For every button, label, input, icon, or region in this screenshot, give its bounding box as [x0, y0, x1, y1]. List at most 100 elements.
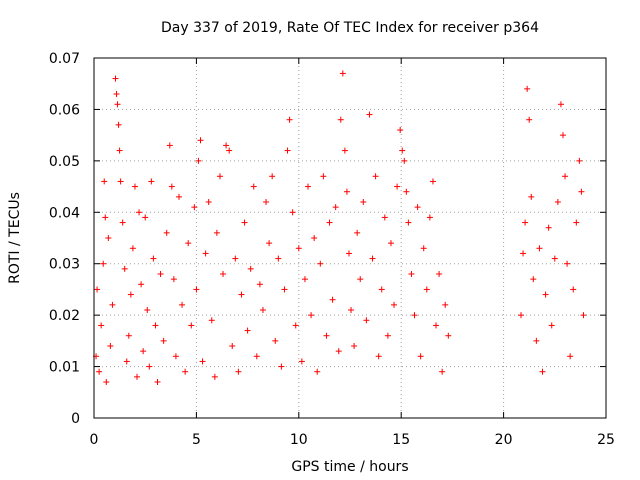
y-tick-labels: 0 0.01 0.02 0.03 0.04 0.05 0.06 0.07	[49, 51, 80, 427]
data-point	[193, 286, 200, 293]
data-point	[323, 332, 330, 339]
data-point	[557, 101, 564, 108]
data-point	[351, 343, 358, 349]
data-point	[101, 178, 108, 185]
data-point	[157, 271, 164, 277]
x-tick-label: 20	[495, 432, 513, 448]
data-point	[105, 235, 112, 241]
data-point	[348, 307, 355, 313]
data-point	[113, 91, 120, 97]
data-point	[397, 127, 404, 133]
data-point	[445, 332, 452, 339]
x-tick-labels: 0 5 10 15 20 25	[90, 432, 615, 448]
data-point	[528, 193, 535, 200]
data-point	[247, 265, 254, 272]
data-point	[191, 204, 198, 211]
y-tick-label: 0.03	[49, 257, 80, 273]
data-point	[197, 137, 204, 144]
data-point	[281, 286, 288, 293]
data-point	[381, 214, 388, 221]
data-point	[520, 250, 527, 257]
data-point	[548, 322, 555, 329]
data-point	[332, 204, 339, 211]
data-point	[150, 255, 157, 262]
data-point	[127, 291, 134, 298]
data-point	[417, 353, 424, 360]
data-point	[554, 199, 561, 205]
data-point	[337, 116, 344, 123]
data-point	[518, 312, 525, 319]
data-point	[168, 183, 175, 190]
data-point	[436, 271, 443, 277]
data-point	[354, 229, 361, 236]
data-point	[208, 317, 215, 324]
data-point	[244, 327, 251, 334]
data-point	[103, 379, 110, 385]
data-point	[125, 332, 132, 339]
data-point	[387, 240, 394, 247]
data-point	[363, 317, 370, 324]
data-point	[573, 219, 580, 226]
data-point	[339, 70, 346, 77]
data-point	[405, 219, 412, 226]
data-point	[343, 188, 350, 195]
data-point	[199, 358, 206, 365]
data-point	[172, 353, 179, 360]
data-point	[188, 322, 195, 329]
data-point	[295, 245, 302, 252]
data-point	[116, 147, 123, 154]
data-point	[426, 214, 433, 221]
data-point	[411, 312, 418, 319]
data-point	[394, 183, 401, 190]
data-point	[170, 276, 177, 283]
y-tick-label: 0.02	[49, 308, 80, 324]
data-point	[567, 353, 574, 360]
data-point	[146, 363, 153, 370]
data-point	[289, 209, 296, 216]
data-point	[401, 157, 408, 164]
data-point	[136, 209, 143, 216]
data-point	[408, 271, 415, 277]
data-point	[119, 219, 126, 226]
data-point	[102, 214, 109, 221]
data-point	[576, 157, 583, 164]
data-point	[160, 337, 167, 344]
data-point	[121, 265, 128, 272]
data-point	[526, 116, 533, 123]
data-point	[107, 343, 114, 349]
data-point	[182, 368, 189, 375]
data-point	[357, 276, 364, 283]
data-point	[375, 353, 382, 360]
y-tick-label: 0.06	[49, 102, 80, 118]
x-tick-label: 0	[90, 432, 99, 448]
data-point	[429, 178, 436, 185]
y-tick-label: 0.04	[49, 205, 80, 221]
data-point	[179, 301, 186, 308]
data-point	[94, 286, 101, 293]
x-tick-label: 25	[597, 432, 615, 448]
data-point	[142, 214, 149, 221]
data-point	[536, 245, 543, 252]
data-point	[195, 157, 202, 164]
data-point	[175, 193, 182, 200]
y-tick-label: 0.01	[49, 360, 80, 376]
data-point	[524, 85, 531, 92]
data-point	[100, 260, 107, 267]
data-point	[134, 373, 141, 380]
data-point	[259, 307, 266, 313]
data-point	[144, 307, 151, 313]
data-point	[341, 147, 348, 154]
data-point	[256, 281, 263, 288]
data-point	[369, 255, 376, 262]
data-point	[360, 199, 367, 205]
data-point	[384, 332, 391, 339]
data-point	[442, 301, 449, 308]
data-point	[298, 358, 305, 365]
data-point	[284, 147, 291, 154]
data-point	[423, 286, 430, 293]
data-point	[223, 142, 230, 149]
data-point	[96, 368, 103, 375]
data-point	[250, 183, 257, 190]
data-point	[545, 224, 552, 231]
data-point	[551, 255, 558, 262]
